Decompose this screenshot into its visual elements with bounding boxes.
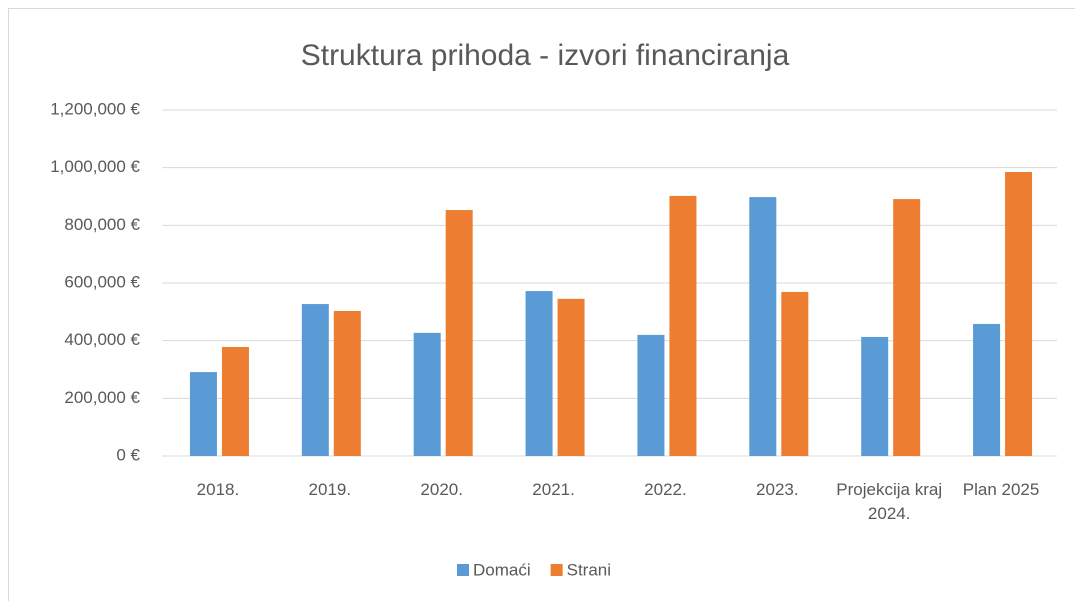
y-tick-label: 1,200,000 € — [50, 99, 140, 118]
bar — [333, 310, 361, 456]
bar — [557, 298, 585, 456]
bar — [301, 304, 329, 456]
x-tick-label: 2020. — [420, 480, 463, 499]
legend-label: Domaći — [473, 560, 531, 579]
bar — [893, 199, 921, 456]
bar — [413, 332, 441, 456]
bar — [669, 195, 697, 456]
bar — [445, 210, 473, 456]
bar — [637, 334, 665, 456]
x-tick-label: 2019. — [308, 480, 352, 499]
bar — [525, 291, 553, 456]
x-tick-label: 2023. — [756, 480, 799, 499]
y-tick-label: 600,000 € — [64, 272, 140, 291]
bar — [781, 291, 809, 456]
bar — [189, 372, 217, 456]
y-tick-label: 0 € — [116, 445, 140, 464]
bar — [861, 336, 889, 456]
legend-swatch — [457, 564, 469, 576]
y-tick-label: 200,000 € — [64, 388, 140, 407]
x-tick-label: 2018. — [196, 480, 240, 499]
y-tick-label: 1,000,000 € — [50, 157, 140, 176]
x-tick-label: Plan 2025 — [962, 480, 1040, 499]
y-tick-label: 800,000 € — [64, 215, 140, 234]
bar — [973, 323, 1001, 456]
x-tick-label: 2021. — [532, 480, 575, 499]
bar — [1005, 171, 1033, 456]
bar — [221, 347, 249, 456]
chart-title: Struktura prihoda - izvori financiranja — [301, 39, 790, 72]
y-tick-label: 400,000 € — [64, 330, 140, 349]
x-tick-label: Projekcija kraj 2024. — [836, 480, 943, 523]
x-tick-label: 2022. — [644, 480, 687, 499]
legend-label: Strani — [567, 560, 611, 579]
bar — [749, 197, 777, 456]
legend-swatch — [550, 564, 563, 576]
